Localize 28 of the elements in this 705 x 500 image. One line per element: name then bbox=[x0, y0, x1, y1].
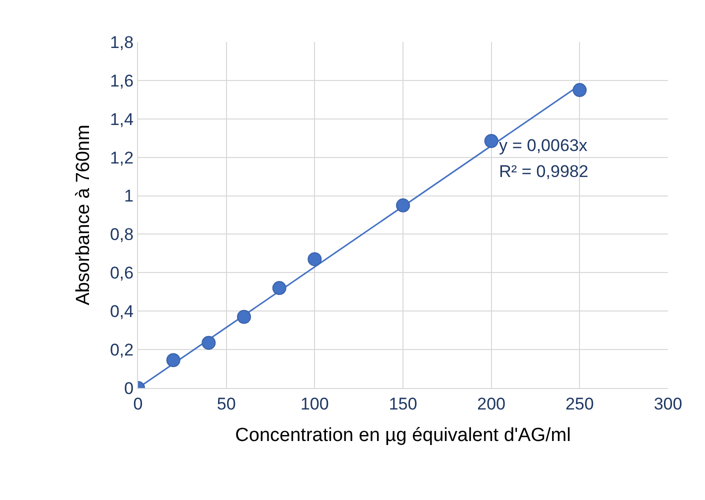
x-tick-label: 100 bbox=[300, 394, 329, 414]
point bbox=[484, 134, 498, 148]
y-tick-label: 1,6 bbox=[110, 71, 134, 90]
y-tick-label: 0 bbox=[124, 378, 134, 398]
point bbox=[572, 83, 587, 98]
point bbox=[308, 252, 322, 266]
y-tick-label: 0,8 bbox=[110, 225, 134, 244]
x-tick-label: 50 bbox=[216, 394, 236, 414]
y-tick-label: 0,2 bbox=[110, 340, 134, 360]
y-axis-title: Absorbance à 760nm bbox=[72, 124, 94, 306]
annotation: R² = 0,9982 bbox=[499, 162, 588, 181]
point bbox=[237, 310, 251, 324]
annotation: y = 0,0063x bbox=[499, 136, 588, 155]
point bbox=[272, 281, 286, 296]
x-axis-title: Concentration en µg équivalent d'AG/ml bbox=[235, 425, 571, 446]
y-tick-label: 1,8 bbox=[110, 32, 134, 52]
x-tick-label: 300 bbox=[654, 394, 682, 414]
y-tick-label: 0,6 bbox=[110, 264, 134, 283]
y-tick-label: 0,4 bbox=[110, 302, 134, 322]
point bbox=[202, 336, 216, 350]
point bbox=[396, 198, 410, 212]
x-tick-label: 150 bbox=[388, 394, 418, 414]
y-tick-label: 1,4 bbox=[110, 110, 134, 129]
y-tick-label: 1,2 bbox=[110, 148, 134, 168]
y-tick-label: 1 bbox=[124, 186, 134, 206]
point bbox=[166, 353, 180, 368]
x-tick-label: 200 bbox=[477, 394, 506, 414]
x-tick-label: 250 bbox=[565, 394, 594, 414]
